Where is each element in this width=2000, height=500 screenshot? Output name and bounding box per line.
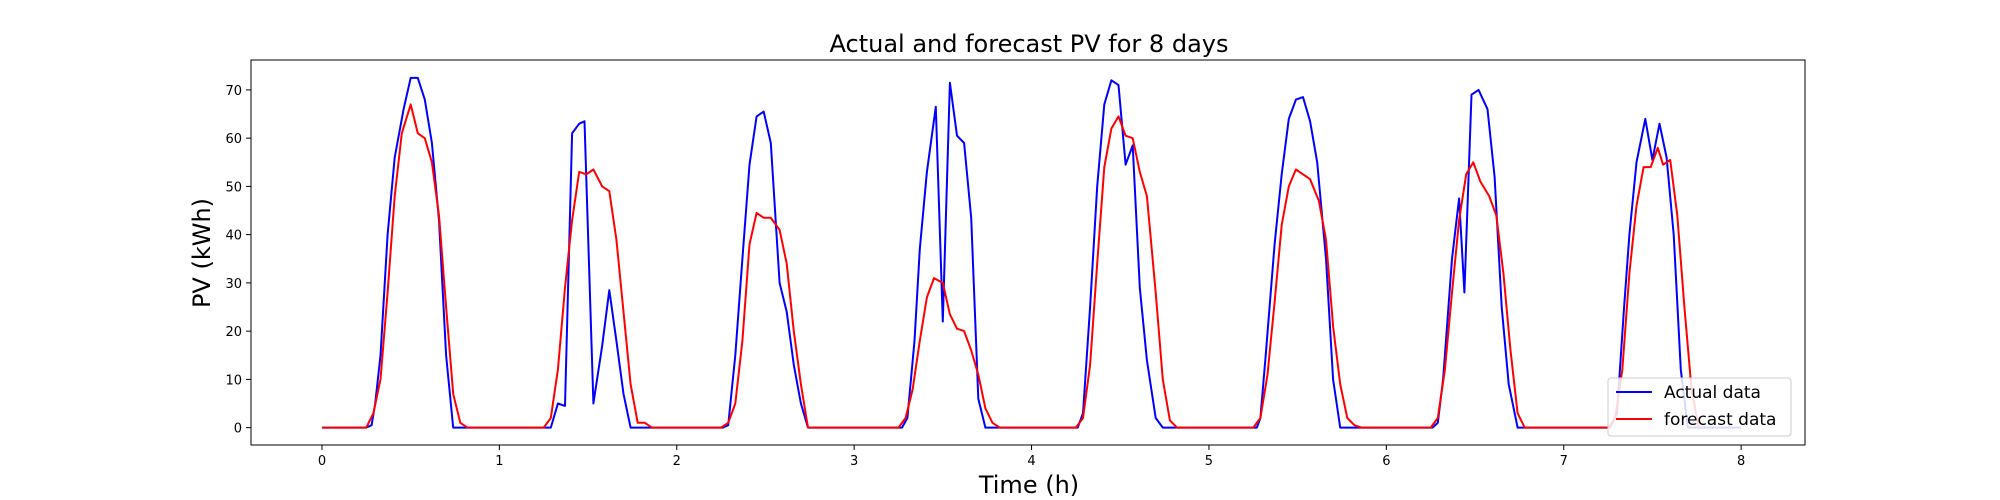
y-tick-label: 10 (225, 373, 242, 388)
y-axis: 0 10 20 30 40 50 60 70 (225, 84, 251, 437)
y-tick-label: 50 (225, 180, 242, 195)
x-tick-label: 1 (495, 454, 503, 469)
plot-area (250, 59, 1806, 446)
x-axis: 0 1 2 3 4 5 6 7 8 (318, 445, 1745, 469)
y-tick-label: 60 (225, 132, 242, 147)
y-tick-label: 0 (234, 422, 242, 437)
y-tick-label: 20 (225, 325, 242, 340)
x-tick-label: 8 (1737, 454, 1745, 469)
plot-frame (250, 59, 1806, 446)
x-tick-label: 0 (318, 454, 326, 469)
x-tick-label: 6 (1382, 454, 1390, 469)
y-axis-label: PV (kWh) (188, 198, 216, 308)
legend-label-forecast: forecast data (1664, 410, 1776, 430)
y-tick-label: 30 (225, 277, 242, 292)
legend-label-actual: Actual data (1664, 383, 1761, 403)
x-tick-label: 5 (1205, 454, 1213, 469)
y-tick-label: 70 (225, 84, 242, 99)
series-layer (322, 76, 1742, 429)
series-line-forecast (322, 103, 1700, 429)
x-tick-label: 3 (850, 454, 858, 469)
y-tick-label: 40 (225, 229, 242, 244)
x-tick-label: 2 (673, 454, 681, 469)
x-axis-label: Time (h) (978, 471, 1079, 499)
legend-box (1607, 377, 1792, 437)
legend: Actual data forecast data (1607, 377, 1792, 437)
chart-title: Actual and forecast PV for 8 days (830, 30, 1229, 58)
x-tick-label: 7 (1560, 454, 1568, 469)
x-tick-label: 4 (1027, 454, 1035, 469)
